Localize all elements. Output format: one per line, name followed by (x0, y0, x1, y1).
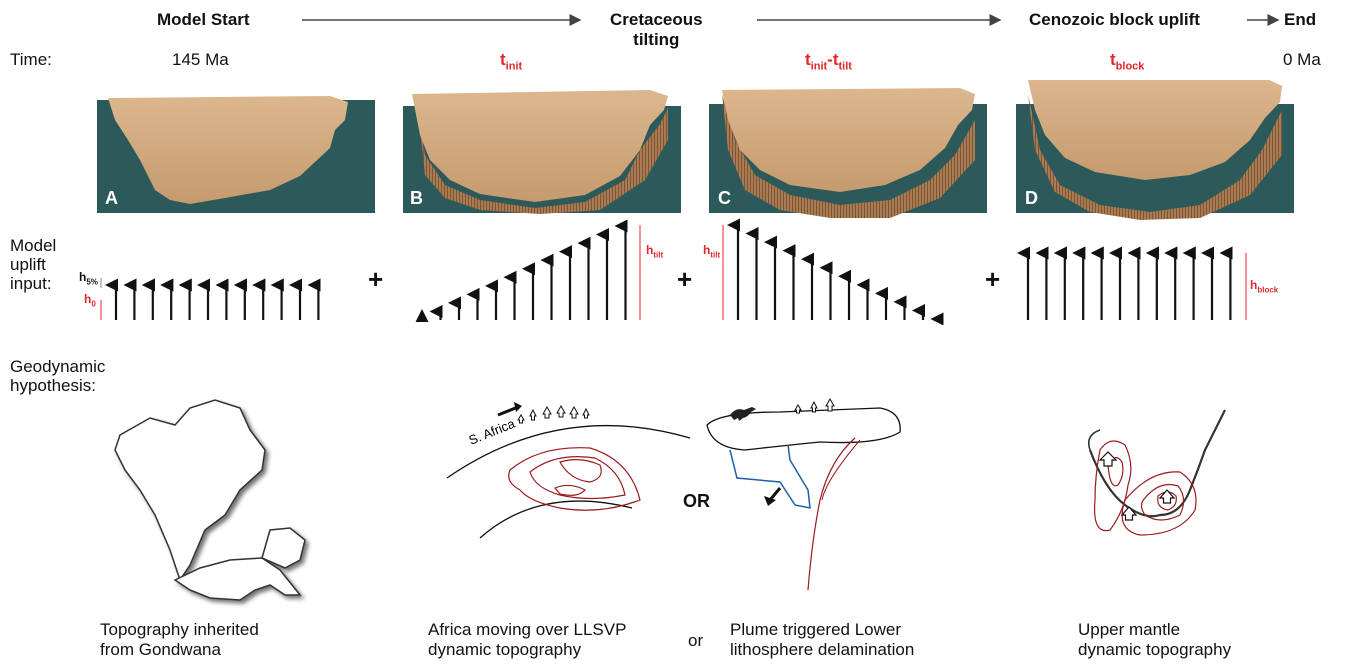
h5-label: h5% (79, 270, 98, 287)
stage-cretaceous-line1: Cretaceous (610, 10, 703, 29)
stage-model-start: Model Start (157, 10, 250, 29)
uplift-arrows (100, 218, 1247, 325)
lithosphere-block (706, 407, 901, 451)
plume-uplift-arrows (794, 397, 835, 414)
time-t-init: tinit (500, 50, 523, 73)
llsvp-contour-inner (559, 459, 602, 483)
africa-motion-arrow (497, 405, 519, 417)
htilt-label-b: htilt (646, 243, 664, 260)
panel-label-a: A (105, 188, 118, 208)
caption-plume-line2: lithosphere delamination (730, 640, 915, 659)
mantle-uplift-arrows (1098, 451, 1176, 521)
geodynamic-label-line2: hypothesis: (10, 376, 96, 395)
or-small: or (688, 631, 704, 650)
upper-mantle-diagram (1087, 409, 1226, 536)
geodynamic-illustrations: S. Africa (114, 397, 1226, 601)
caption-llsvp-line1: Africa moving over LLSVP (428, 620, 627, 639)
llsvp-contour-small (554, 484, 586, 496)
uplift-label: Model uplift input: (10, 236, 56, 293)
terrain-panel-a (97, 96, 375, 213)
caption-gondwana: Topography inherited from Gondwana (100, 620, 259, 660)
caption-plume: Plume triggered Lower lithosphere delami… (730, 620, 914, 660)
gondwana-map (114, 399, 306, 601)
or-big: OR (683, 491, 710, 511)
caption-llsvp: Africa moving over LLSVP dynamic topogra… (428, 620, 626, 660)
panel-label-d: D (1025, 188, 1038, 208)
time-t-init-tilt: tinit-ttilt (805, 50, 852, 73)
terrain-panel-d (1016, 80, 1294, 220)
stage-end: End (1284, 10, 1317, 29)
mantle-contour-3 (1121, 471, 1197, 536)
llsvp-contour-mid (529, 456, 626, 500)
plume-conduit (807, 437, 856, 591)
mantle-contour-4 (1140, 483, 1185, 521)
caption-mantle-line2: dynamic topography (1078, 640, 1232, 659)
stage-cretaceous-line2: tilting (633, 30, 680, 49)
caption-plume-line1: Plume triggered Lower (730, 620, 902, 639)
stage-cretaceous: Cretaceous tilting (610, 10, 703, 50)
terrain-panels (97, 80, 1294, 220)
plus-sign-3: + (985, 264, 1001, 294)
delamination-blue (729, 444, 811, 509)
terrain-panel-b (403, 90, 681, 214)
plus-sign-2: + (677, 264, 693, 294)
geodynamic-label-line1: Geodynamic (10, 357, 106, 376)
caption-llsvp-line2: dynamic topography (428, 640, 582, 659)
llsvp-diagram (446, 402, 691, 539)
time-end-value: 0 Ma (1283, 50, 1321, 69)
llsvp-contour-outer (508, 447, 641, 511)
h0-label: h0 (84, 292, 96, 309)
uplift-label-line3: input: (10, 274, 52, 293)
caption-mantle: Upper mantle dynamic topography (1078, 620, 1231, 660)
uplift-label-line2: uplift (10, 255, 46, 274)
coastline (1088, 409, 1226, 518)
panel-label-b: B (410, 188, 423, 208)
caption-gondwana-line1: Topography inherited (100, 620, 259, 639)
time-t-block: tblock (1110, 50, 1145, 73)
geodynamic-label: Geodynamic hypothesis: (10, 357, 105, 395)
timeline-arrows (302, 14, 1280, 26)
mantle-contour-1 (1093, 440, 1132, 532)
stage-cenozoic: Cenozoic block uplift (1029, 10, 1200, 29)
dinosaur-icon (730, 407, 756, 421)
plume-diagram (706, 397, 901, 591)
time-label: Time: (10, 50, 52, 69)
llsvp-uplift-arrows (517, 404, 590, 424)
htilt-label-c: htilt (703, 243, 721, 260)
s-africa-label: S. Africa (467, 415, 518, 447)
panel-label-c: C (718, 188, 731, 208)
plume-conduit-2 (821, 439, 861, 501)
plus-sign-1: + (368, 264, 384, 294)
caption-gondwana-line2: from Gondwana (100, 640, 221, 659)
caption-mantle-line1: Upper mantle (1078, 620, 1181, 639)
delamination-arrow (768, 487, 782, 501)
mantle-contour-2 (1107, 457, 1124, 487)
terrain-panel-c (709, 88, 987, 218)
time-start-value: 145 Ma (172, 50, 229, 69)
uplift-label-line1: Model (10, 236, 57, 255)
hblock-label: hblock (1250, 278, 1279, 295)
